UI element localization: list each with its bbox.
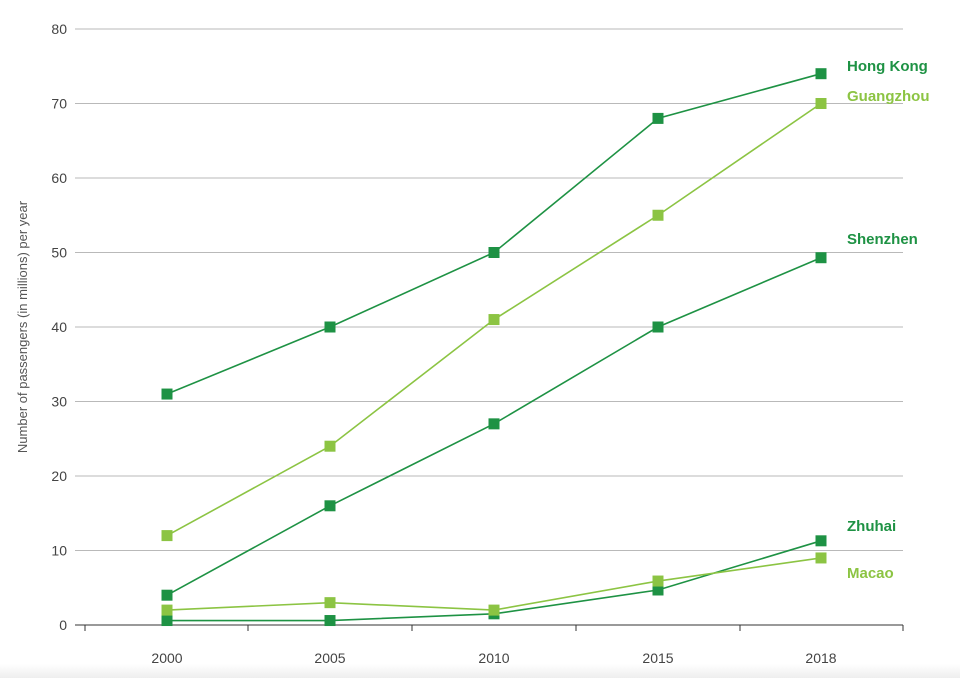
- data-point-guangzhou-2005: [324, 440, 336, 452]
- data-point-zhuhai-2005: [324, 615, 336, 627]
- y-tick-label-80: 80: [51, 21, 67, 37]
- y-tick-label-0: 0: [59, 617, 67, 633]
- data-point-hong-kong-2010: [488, 247, 500, 258]
- series-label-macao: Macao: [847, 565, 894, 582]
- y-tick-label-20: 20: [51, 468, 67, 484]
- data-point-macao-2000: [161, 604, 173, 616]
- y-tick-label-10: 10: [51, 543, 67, 559]
- x-tick-label-2018: 2018: [805, 650, 836, 666]
- data-point-guangzhou-2015: [652, 209, 664, 221]
- data-point-shenzhen-2000: [161, 589, 173, 601]
- data-point-guangzhou-2000: [161, 530, 173, 542]
- data-point-hong-kong-2018: [815, 68, 827, 80]
- x-tick-label-2010: 2010: [478, 650, 509, 666]
- series-label-shenzhen: Shenzhen: [847, 231, 918, 248]
- data-point-hong-kong-2005: [324, 321, 336, 333]
- data-point-hong-kong-2000: [161, 388, 173, 400]
- data-point-guangzhou-2018: [815, 98, 827, 109]
- y-tick-label-30: 30: [51, 394, 67, 410]
- x-tick-label-2015: 2015: [642, 650, 673, 666]
- x-tick-label-2005: 2005: [314, 650, 345, 666]
- data-point-macao-2015: [652, 575, 664, 587]
- data-point-zhuhai-2000: [161, 615, 173, 627]
- data-point-hong-kong-2015: [652, 112, 664, 124]
- series-label-zhuhai: Zhuhai: [847, 518, 896, 535]
- series-label-guangzhou: Guangzhou: [847, 88, 930, 105]
- data-point-zhuhai-2015: [652, 584, 664, 596]
- y-axis-title: Number of passengers (in millions) per y…: [15, 200, 30, 453]
- data-point-shenzhen-2005: [324, 500, 336, 512]
- y-tick-label-40: 40: [51, 319, 67, 335]
- bottom-fade: [0, 664, 960, 678]
- data-point-shenzhen-2015: [652, 321, 664, 333]
- data-point-shenzhen-2018: [815, 252, 827, 264]
- y-tick-label-50: 50: [51, 245, 67, 261]
- series-label-hong-kong: Hong Kong: [847, 58, 928, 75]
- y-tick-label-70: 70: [51, 96, 67, 112]
- x-tick-label-2000: 2000: [151, 650, 182, 666]
- data-point-guangzhou-2010: [488, 314, 500, 326]
- series-line-macao: [166, 557, 822, 611]
- data-point-macao-2010: [488, 604, 500, 616]
- data-point-zhuhai-2018: [815, 535, 827, 547]
- data-point-macao-2018: [815, 552, 827, 564]
- data-point-shenzhen-2010: [488, 418, 500, 430]
- y-tick-label-60: 60: [51, 170, 67, 186]
- series-line-hong-kong: [166, 72, 822, 395]
- data-point-macao-2005: [324, 597, 336, 609]
